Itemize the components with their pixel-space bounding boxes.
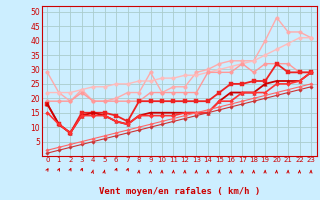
Text: Vent moyen/en rafales ( km/h ): Vent moyen/en rafales ( km/h ) <box>99 187 260 196</box>
